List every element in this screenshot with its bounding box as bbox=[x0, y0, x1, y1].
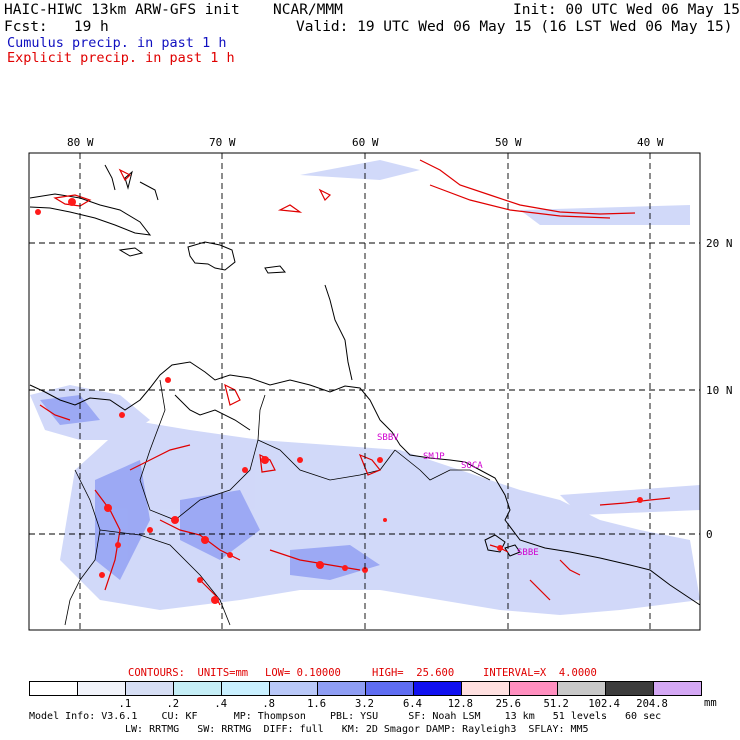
colorbar-tick-label: 102.4 bbox=[588, 698, 620, 710]
colorbar-swatch bbox=[510, 682, 558, 695]
colorbar-tick-label: 6.4 bbox=[402, 698, 422, 710]
lon-label-40w: 40 W bbox=[637, 136, 664, 149]
model-info-line2: LW: RRTMG SW: RRTMG DIFF: full KM: 2D Sm… bbox=[125, 724, 589, 735]
colorbar-tick-label: 204.8 bbox=[636, 698, 668, 710]
explicit-precip-cells bbox=[35, 198, 643, 604]
colorbar-tick-label: 25.6 bbox=[495, 698, 521, 710]
colorbar-swatch bbox=[414, 682, 462, 695]
lat-label-eq: 0 bbox=[706, 528, 713, 541]
station-sbbv: SBBV bbox=[377, 433, 399, 443]
colorbar-swatch bbox=[78, 682, 126, 695]
colorbar-swatch bbox=[318, 682, 366, 695]
forecast-hour: Fcst: 19 h bbox=[4, 19, 109, 35]
station-soca: SOCA bbox=[461, 461, 483, 471]
lon-label-70w: 70 W bbox=[209, 136, 236, 149]
colorbar-tick-label: .2 bbox=[166, 698, 180, 710]
model-title: HAIC-HIWC 13km ARW-GFS init bbox=[4, 2, 240, 18]
lat-label-10n: 10 N bbox=[706, 384, 733, 397]
colorbar-tick-label: .4 bbox=[214, 698, 228, 710]
cumulus-precip-strong bbox=[40, 395, 380, 580]
model-info-line1: Model Info: V3.6.1 CU: KF MP: Thompson P… bbox=[29, 711, 662, 722]
colorbar-tick-label: 12.8 bbox=[447, 698, 473, 710]
contour-interval: INTERVAL=X 4.0000 bbox=[483, 667, 597, 679]
colorbar-units: mm bbox=[704, 697, 717, 709]
map-frame bbox=[28, 152, 701, 631]
colorbar-swatch bbox=[366, 682, 414, 695]
colorbar-tick-label: .1 bbox=[118, 698, 132, 710]
colorbar-swatch bbox=[126, 682, 174, 695]
station-smjp: SMJP bbox=[423, 452, 445, 462]
graticule bbox=[29, 153, 700, 630]
valid-time: Valid: 19 UTC Wed 06 May 15 (16 LST Wed … bbox=[296, 19, 733, 35]
colorbar bbox=[29, 681, 702, 696]
cumulus-legend: Cumulus precip. in past 1 h bbox=[7, 35, 227, 51]
colorbar-swatch bbox=[174, 682, 222, 695]
colorbar-tick-label: 3.2 bbox=[355, 698, 374, 710]
station-sbbe: SBBE bbox=[517, 548, 539, 558]
lat-label-20n: 20 N bbox=[706, 237, 733, 250]
colorbar-swatch bbox=[654, 682, 701, 695]
colorbar-swatch bbox=[462, 682, 510, 695]
colorbar-tick-label: 51.2 bbox=[543, 698, 569, 710]
colorbar-swatch bbox=[558, 682, 606, 695]
org-label: NCAR/MMM bbox=[273, 2, 343, 18]
colorbar-swatch bbox=[270, 682, 318, 695]
colorbar-tick-label: .8 bbox=[262, 698, 275, 710]
colorbar-tick-label: 1.6 bbox=[307, 698, 327, 710]
contour-low: LOW= 0.10000 bbox=[265, 667, 341, 679]
colorbar-swatch bbox=[30, 682, 78, 695]
lon-label-60w: 60 W bbox=[352, 136, 379, 149]
contour-units: CONTOURS: UNITS=mm bbox=[128, 667, 249, 679]
colorbar-swatch bbox=[222, 682, 270, 695]
explicit-legend: Explicit precip. in past 1 h bbox=[7, 50, 235, 66]
contour-high: HIGH= 25.600 bbox=[372, 667, 455, 679]
init-time: Init: 00 UTC Wed 06 May 15 bbox=[513, 2, 740, 18]
lon-label-80w: 80 W bbox=[67, 136, 94, 149]
lon-label-50w: 50 W bbox=[495, 136, 522, 149]
colorbar-swatch bbox=[606, 682, 654, 695]
